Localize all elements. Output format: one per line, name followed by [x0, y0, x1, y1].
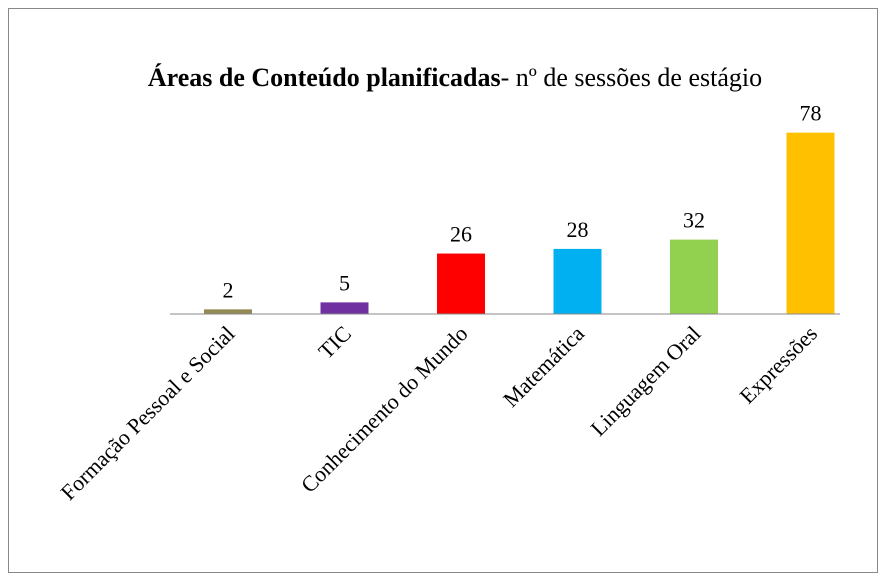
bar	[553, 248, 602, 314]
chart-title: Áreas de Conteúdo planificadas- nº de se…	[120, 62, 790, 94]
value-label: 32	[683, 208, 705, 233]
value-label: 78	[800, 101, 822, 126]
value-label: 2	[223, 277, 234, 302]
x-tick-label: TIC	[313, 321, 356, 364]
bar	[204, 309, 252, 314]
title-rest: - nº de sessões de estágio	[500, 63, 763, 92]
chart-frame	[8, 8, 878, 573]
x-tick-label: Matemática	[498, 321, 589, 412]
value-label: 26	[450, 222, 472, 247]
x-tick-label: Linguagem Oral	[585, 321, 705, 441]
value-label: 28	[567, 217, 589, 242]
value-label: 5	[339, 270, 350, 295]
bar	[786, 132, 835, 314]
bar	[320, 302, 369, 314]
title-bold: Áreas de Conteúdo planificadas	[147, 63, 501, 92]
x-tick-label: Expressões	[734, 321, 822, 409]
bar	[437, 253, 485, 314]
x-tick-label: Formação Pessoal e Social	[56, 321, 240, 505]
bar	[670, 239, 718, 314]
